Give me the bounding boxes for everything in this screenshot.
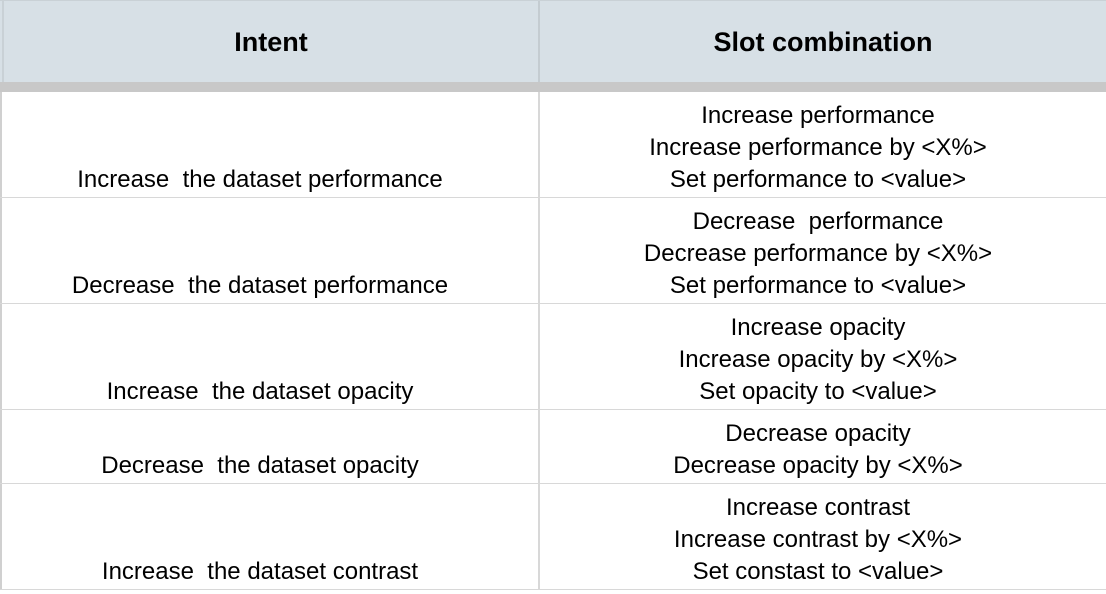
intent-cell[interactable]: Decrease the dataset performance [71,272,449,299]
column-divider [538,198,540,303]
column-divider [538,410,540,483]
table-row: Increase the dataset contrast Increase c… [0,484,1106,590]
table-row: Increase the dataset opacity Increase op… [0,304,1106,410]
slot-line: Increase performance [701,102,935,129]
slot-line: Decrease performance by <X%> [643,240,993,267]
slot-line: Increase performance by <X%> [649,134,987,161]
row-left-border [0,410,2,483]
intent-cell[interactable]: Decrease the dataset opacity [101,452,419,479]
slot-line: Set constast to <value> [692,558,944,585]
slot-combination-cell[interactable]: Increase contrast Increase contrast by <… [540,492,1096,588]
slot-line: Decrease opacity [725,420,911,447]
slot-line: Set performance to <value> [669,166,967,193]
slot-combination-cell[interactable]: Decrease performance Decrease performanc… [540,206,1096,302]
intent-cell[interactable]: Increase the dataset performance [77,166,443,193]
column-divider [538,92,540,197]
slot-line: Decrease performance [692,208,944,235]
slot-line: Decrease opacity by <X%> [673,452,963,479]
slot-line: Increase opacity [730,314,906,341]
row-left-border [0,198,2,303]
table-row: Decrease the dataset opacity Decrease op… [0,410,1106,484]
row-left-border [0,304,2,409]
column-divider [538,304,540,409]
frozen-row-divider[interactable] [0,82,1106,92]
row-left-border [0,92,2,197]
table-row: Increase the dataset performance Increas… [0,92,1106,198]
intent-cell[interactable]: Increase the dataset contrast [101,558,419,585]
header-label-slot-combination: Slot combination [713,26,933,57]
table-header-row: Intent Slot combination [0,0,1106,83]
slot-line: Increase contrast [725,494,911,521]
header-label-intent: Intent [234,26,308,57]
slot-line: Increase contrast by <X%> [673,526,963,553]
intent-cell[interactable]: Increase the dataset opacity [106,378,414,405]
table-row: Decrease the dataset performance Decreas… [0,198,1106,304]
header-cell-intent[interactable]: Intent [2,1,538,83]
column-divider [538,1,540,83]
column-divider [538,484,540,589]
slot-line: Set performance to <value> [669,272,967,299]
slot-line: Set opacity to <value> [699,378,937,405]
slot-combination-cell[interactable]: Decrease opacity Decrease opacity by <X%… [540,418,1096,482]
slot-combination-cell[interactable]: Increase performance Increase performanc… [540,100,1096,196]
slot-combination-cell[interactable]: Increase opacity Increase opacity by <X%… [540,312,1096,408]
row-left-border [0,484,2,589]
header-cell-slot-combination[interactable]: Slot combination [540,1,1106,83]
slot-line: Increase opacity by <X%> [678,346,958,373]
